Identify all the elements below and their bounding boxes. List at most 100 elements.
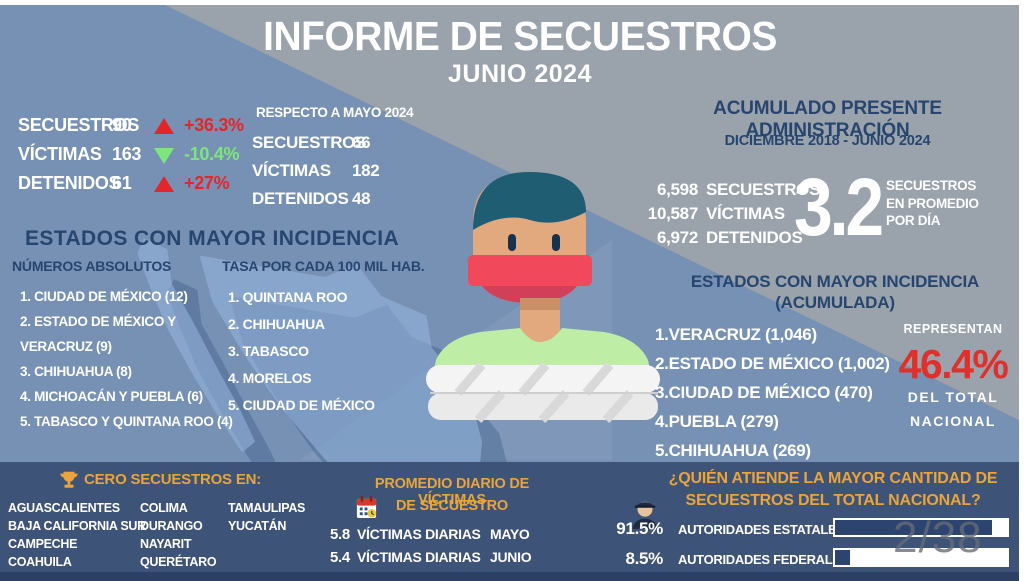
stat-value: 90 <box>112 115 132 135</box>
label-line: SECUESTROS <box>886 178 977 193</box>
list-item: 2.ESTADO DE MÉXICO (1,002) <box>655 354 890 373</box>
section-header: ESTADOS CON MAYOR INCIDENCIA <box>25 227 400 250</box>
page-indicator: 2/38 <box>893 513 983 562</box>
stat-value: 6,598 <box>656 180 698 199</box>
label-line: EN PROMEDIO <box>886 195 979 211</box>
stat-value: 163 <box>112 144 142 164</box>
list-item: 5. CIUDAD DE MÉXICO <box>228 397 375 413</box>
states-column: COLIMA DURANGO NAYARIT QUERÉTARO <box>140 499 217 571</box>
person-eye-right <box>552 234 560 251</box>
section-header: PROMEDIO DIARIO DE VÍCTIMAS <box>374 476 530 508</box>
person-gag <box>468 255 592 286</box>
authority-label: AUTORIDADES ESTATALES <box>678 522 845 537</box>
list-item: 1. QUINTANA ROO <box>228 289 348 305</box>
daily-label: VÍCTIMAS DIARIAS <box>357 526 481 542</box>
column-header: NÚMEROS ABSOLUTOS <box>12 258 172 274</box>
stat-value: 48 <box>352 189 371 208</box>
infographic-canvas: INFORME DE SECUESTROS JUNIO 2024 SECUEST… <box>0 5 1019 581</box>
section-subheader: DICIEMBRE 2018 - JUNIO 2024 <box>724 133 931 149</box>
authority-percent: 8.5% <box>625 549 663 568</box>
stat-change: +27% <box>184 173 230 193</box>
stat-value: 61 <box>112 173 132 193</box>
stat-label: DETENIDOS <box>18 173 121 193</box>
stat-label: VÍCTIMAS <box>18 144 102 164</box>
down-arrow-icon <box>154 148 174 164</box>
daily-month: MAYO <box>490 526 530 542</box>
daily-average-value: 3.2 <box>794 162 884 253</box>
daily-average-label: SECUESTROS EN PROMEDIO POR DÍA <box>886 177 979 230</box>
stat-label: VÍCTIMAS <box>706 204 785 223</box>
label-line: POR DÍA <box>886 213 941 228</box>
absolute-numbers-list: 1. CIUDAD DE MÉXICO (12) 2. ESTADO DE MÉ… <box>20 284 235 434</box>
page-subtitle: JUNIO 2024 <box>448 60 592 88</box>
state-name: COLIMA <box>140 501 188 515</box>
person-neck-shadow <box>520 298 560 310</box>
state-name: BAJA CALIFORNIA SUR <box>8 519 146 533</box>
police-icon <box>632 501 658 529</box>
page-title: INFORME DE SECUESTROS <box>263 13 777 59</box>
stat-label: SECUESTROS <box>252 133 367 152</box>
up-arrow-icon <box>154 118 174 134</box>
accumulated-states-list: 1.VERACRUZ (1,046) 2.ESTADO DE MÉXICO (1… <box>655 320 915 465</box>
list-item: 2. CHIHUAHUA <box>228 316 325 332</box>
up-arrow-icon <box>154 176 174 192</box>
state-name: QUERÉTARO <box>140 555 217 569</box>
calendar-icon <box>356 496 377 519</box>
stat-value: 10,587 <box>647 204 699 223</box>
state-name: AGUASCALIENTES <box>8 501 120 515</box>
rate-list: 1. QUINTANA ROO 2. CHIHUAHUA 3. TABASCO … <box>228 284 438 419</box>
represent-value: 46.4% <box>898 341 1009 387</box>
authority-bar <box>833 518 1009 537</box>
footer-bottom-strip <box>0 572 1019 581</box>
stat-label: DETENIDOS <box>706 228 803 247</box>
stat-change: +36.3% <box>184 115 244 135</box>
trophy-icon <box>60 471 78 488</box>
column-header: TASA POR CADA 100 MIL HAB. <box>222 258 425 274</box>
represent-sublabel: NACIONAL <box>910 413 996 429</box>
list-item: 1. CIUDAD DE MÉXICO (12) <box>20 289 188 304</box>
section-header: ESTADOS CON MAYOR INCIDENCIA <box>690 272 980 291</box>
section-header: SECUESTROS DEL TOTAL NACIONAL? <box>685 492 981 509</box>
daily-month: JUNIO <box>490 549 532 565</box>
person-hair <box>473 172 586 230</box>
section-header: ACUMULADO PRESENTE ADMINISTRACIÓN <box>713 98 942 141</box>
authority-bar-fill <box>835 550 850 565</box>
stat-value: 66 <box>352 133 371 152</box>
list-item: 5. TABASCO Y QUINTANA ROO (4) <box>20 414 233 429</box>
state-name: YUCATÁN <box>228 519 287 533</box>
state-name: COAHUILA <box>8 555 72 569</box>
authority-percent: 91.5% <box>616 519 663 538</box>
list-item: 3.CIUDAD DE MÉXICO (470) <box>655 383 873 402</box>
states-column: TAMAULIPAS YUCATÁN <box>228 499 305 535</box>
authority-label: AUTORIDADES FEDERALES <box>678 552 850 567</box>
stat-label: DETENIDOS <box>252 189 349 208</box>
state-name: DURANGO <box>140 519 203 533</box>
stat-label: SECUESTROS <box>706 180 821 199</box>
list-item: 4. MORELOS <box>228 370 312 386</box>
person-eye-left <box>508 234 516 251</box>
list-item: 4.PUEBLA (279) <box>655 412 779 431</box>
daily-value: 5.8 <box>330 526 350 543</box>
list-item: 2. ESTADO DE MÉXICO Y VERACRUZ (9) <box>20 314 176 354</box>
stat-label: SECUESTROS <box>18 115 140 135</box>
state-name: NAYARIT <box>140 537 192 551</box>
state-name: CAMPECHE <box>8 537 78 551</box>
state-name: TAMAULIPAS <box>228 501 306 515</box>
stat-change: -10.4% <box>184 144 240 164</box>
daily-value: 5.4 <box>330 549 350 566</box>
daily-label: VÍCTIMAS DIARIAS <box>357 549 481 565</box>
represent-label: REPRESENTAN <box>903 322 1003 336</box>
stat-label: VÍCTIMAS <box>252 161 331 180</box>
section-subheader: (ACUMULADA) <box>775 293 895 312</box>
list-item: 1.VERACRUZ (1,046) <box>655 325 817 344</box>
section-header: RESPECTO A MAYO 2024 <box>256 105 414 120</box>
authority-bar <box>833 548 1009 567</box>
represent-sublabel: DEL TOTAL <box>907 389 999 405</box>
section-header: ¿QUIÉN ATIENDE LA MAYOR CANTIDAD DE <box>668 470 998 487</box>
section-header: CERO SECUESTROS EN: <box>84 471 262 488</box>
authority-bar-fill <box>835 520 993 535</box>
list-item: 5.CHIHUAHUA (269) <box>655 441 811 460</box>
list-item: 3. TABASCO <box>228 343 309 359</box>
kidnapped-person-illustration <box>426 172 660 423</box>
